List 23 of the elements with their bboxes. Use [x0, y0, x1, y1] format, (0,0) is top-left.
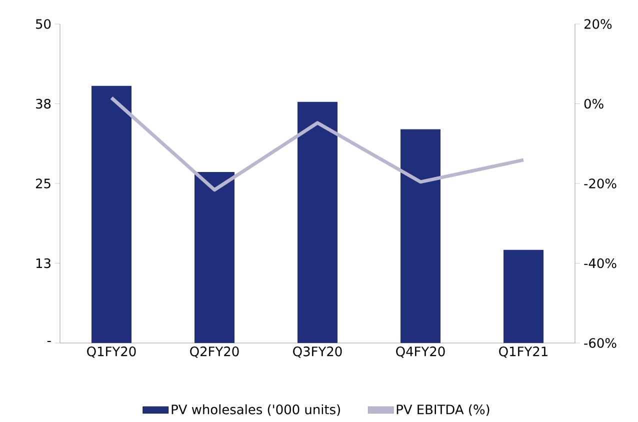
line-series — [110, 96, 526, 192]
y-tick-label: - — [47, 340, 51, 342]
y-tick-label: 50 — [36, 19, 51, 29]
y2-tick-label: -60% — [584, 338, 616, 348]
x-tick-label: Q4FY20 — [396, 346, 445, 358]
bar — [194, 172, 234, 343]
bar — [92, 86, 132, 343]
x-tick-label: Q1FY21 — [499, 346, 548, 358]
y2-tick-label: 0% — [584, 98, 604, 109]
bar — [504, 250, 544, 343]
y2-tick-label: 20% — [584, 19, 612, 29]
x-tick-label: Q3FY20 — [293, 346, 342, 358]
legend-label: PV wholesales ('000 units) — [172, 404, 340, 416]
legend-label: PV EBITDA (%) — [396, 404, 490, 416]
y-tick-label: 38 — [36, 98, 51, 109]
y2-tick-label: -20% — [584, 178, 616, 188]
y2-tick-label: -40% — [584, 258, 616, 268]
y-tick-label: 13 — [36, 258, 50, 268]
y-tick-label: 25 — [36, 178, 50, 188]
x-tick-label: Q1FY20 — [87, 346, 136, 358]
bar — [400, 129, 441, 343]
bar — [298, 102, 338, 343]
x-tick-label: Q2FY20 — [190, 346, 239, 358]
